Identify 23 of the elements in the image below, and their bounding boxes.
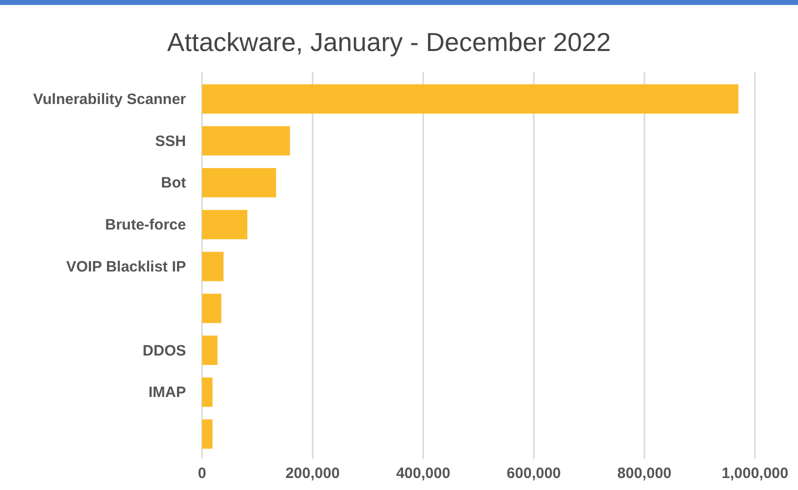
y-tick-label: Vulnerability Scanner	[33, 90, 186, 108]
y-tick-label: VOIP Blacklist IP	[66, 258, 186, 276]
bar	[202, 336, 218, 365]
bar	[202, 168, 276, 198]
bar	[202, 126, 290, 156]
chart-title: Attackware, January - December 2022	[167, 27, 611, 57]
x-tick-label: 1,000,000	[722, 465, 788, 482]
bar	[202, 210, 248, 240]
y-tick-label: DDOS	[142, 342, 186, 360]
x-tick-label: 400,000	[396, 465, 450, 482]
bar	[202, 252, 224, 282]
y-tick-label: Brute-force	[105, 216, 186, 234]
bar	[202, 294, 222, 324]
y-tick-label: SSH	[155, 132, 186, 150]
y-tick-label: IMAP	[148, 384, 186, 402]
bar	[202, 84, 738, 114]
bar	[202, 378, 213, 407]
x-tick-label: 800,000	[617, 465, 672, 482]
y-tick-label: Bot	[161, 174, 186, 192]
x-tick-label: 0	[198, 465, 206, 482]
x-tick-label: 200,000	[285, 465, 340, 482]
x-tick-label: 600,000	[506, 465, 561, 482]
bar	[202, 419, 213, 449]
